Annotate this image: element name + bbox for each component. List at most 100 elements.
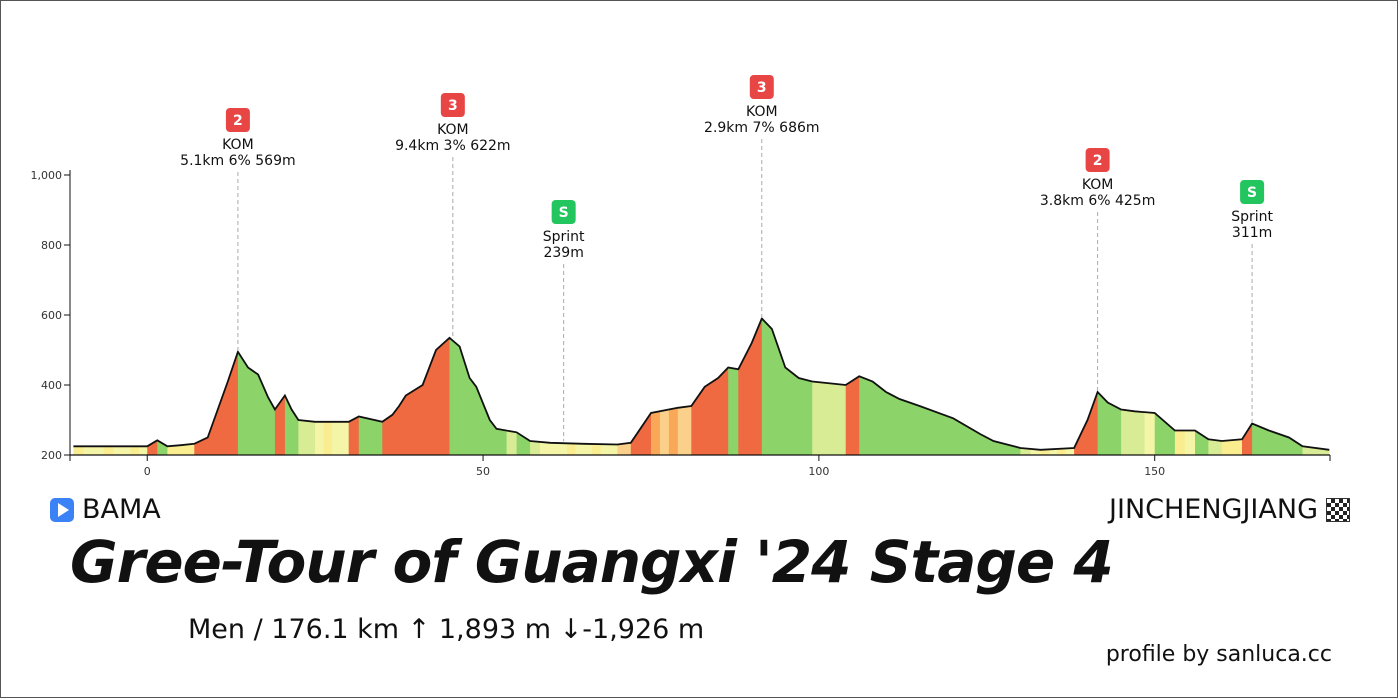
- gradient-bands: [73, 318, 1330, 455]
- gradient-band: [583, 318, 593, 455]
- marker-label: Sprint: [543, 229, 585, 245]
- stage-stats: Men / 176.1 km ↑ 1,893 m ↓-1,926 m: [188, 614, 705, 645]
- gradient-band: [476, 318, 491, 455]
- gradient-band: [207, 318, 219, 455]
- gradient-band: [366, 318, 375, 455]
- gradient-band: [592, 318, 602, 455]
- gradient-band: [1311, 318, 1321, 455]
- gradient-band: [469, 318, 477, 455]
- gradient-band: [274, 318, 286, 455]
- gradient-band: [728, 318, 739, 455]
- y-tick-label: 800: [41, 239, 62, 252]
- gradient-band: [738, 318, 753, 455]
- axes: 200 400 600 800 1,000 0 50 100 150: [31, 169, 1331, 478]
- y-tick-label: 600: [41, 309, 62, 322]
- gradient-band: [1057, 318, 1067, 455]
- gradient-band: [845, 318, 860, 455]
- x-tick-label: 0: [144, 465, 151, 478]
- gradient-band: [677, 318, 692, 455]
- play-icon: [50, 497, 74, 522]
- gradient-band: [651, 318, 661, 455]
- gradient-band: [268, 318, 276, 455]
- gradient-band: [919, 318, 929, 455]
- gradient-band: [1011, 318, 1021, 455]
- gradient-band: [83, 318, 94, 455]
- marker-badge: [440, 93, 465, 117]
- gradient-band: [962, 318, 972, 455]
- gradient-band: [138, 318, 148, 455]
- gradient-band: [180, 318, 195, 455]
- gradient-band: [1097, 318, 1109, 455]
- marker-detail: 3.8km 6% 425m: [1040, 193, 1155, 209]
- gradient-band: [1144, 318, 1156, 455]
- gradient-band: [812, 318, 822, 455]
- marker-detail: 311m: [1232, 225, 1272, 241]
- gradient-band: [459, 318, 471, 455]
- gradient-band: [399, 318, 407, 455]
- marker-badge: [1085, 148, 1110, 172]
- gradient-band: [130, 318, 140, 455]
- marker-badge-text: 3: [448, 98, 458, 114]
- gradient-band: [1040, 318, 1050, 455]
- gradient-band: [630, 318, 642, 455]
- gradient-band: [157, 318, 168, 455]
- gradient-band: [668, 318, 679, 455]
- gradient-band: [837, 318, 847, 455]
- gradient-band: [1208, 318, 1223, 455]
- start-town: BAMA: [82, 494, 161, 525]
- marker-badge: [551, 200, 576, 224]
- gradient-band: [93, 318, 105, 455]
- gradient-band: [1121, 318, 1135, 455]
- gradient-band: [751, 318, 763, 455]
- y-tick-label: 1,000: [31, 169, 63, 182]
- finish-town: JINCHENGJIANG: [1109, 494, 1318, 525]
- marker-badge: [1240, 180, 1265, 204]
- gradient-band: [323, 318, 333, 455]
- marker-badge: [225, 108, 250, 132]
- gradient-band: [971, 318, 981, 455]
- finish-location: JINCHENGJIANG: [1109, 494, 1350, 525]
- gradient-band: [530, 318, 541, 455]
- marker-badge-text: S: [559, 205, 569, 221]
- gradient-band: [718, 318, 729, 455]
- gradient-band: [1221, 318, 1233, 455]
- gradient-band: [306, 318, 316, 455]
- gradient-band: [1020, 318, 1031, 455]
- gradient-band: [436, 318, 450, 455]
- gradient-band: [1279, 318, 1290, 455]
- gradient-band: [489, 318, 497, 455]
- gradient-band: [331, 318, 341, 455]
- marker-label: Sprint: [1231, 209, 1273, 225]
- gradient-band: [617, 318, 632, 455]
- gradient-band: [237, 318, 249, 455]
- gradient-band: [113, 318, 123, 455]
- gradient-band: [1195, 318, 1209, 455]
- gradient-band: [374, 318, 383, 455]
- marker-label: KOM: [437, 122, 469, 138]
- gradient-band: [506, 318, 518, 455]
- gradient-band: [993, 318, 1003, 455]
- gradient-band: [761, 318, 773, 455]
- gradient-band: [1164, 318, 1176, 455]
- marker-detail: 5.1km 6% 569m: [180, 153, 295, 169]
- gradient-band: [771, 318, 786, 455]
- gradient-band: [358, 318, 368, 455]
- gradient-band: [704, 318, 719, 455]
- x-tick-label: 150: [1144, 465, 1165, 478]
- marker-badge-text: S: [1247, 185, 1257, 201]
- gradient-band: [567, 318, 576, 455]
- gradient-band: [449, 318, 461, 455]
- start-location: BAMA: [50, 494, 161, 525]
- gradient-band: [944, 318, 954, 455]
- profile-outline: [73, 316, 1330, 451]
- gradient-band: [73, 318, 84, 455]
- gradient-band: [1184, 318, 1196, 455]
- gradient-band: [1087, 318, 1099, 455]
- gradient-band: [284, 318, 293, 455]
- gradient-band: [820, 318, 830, 455]
